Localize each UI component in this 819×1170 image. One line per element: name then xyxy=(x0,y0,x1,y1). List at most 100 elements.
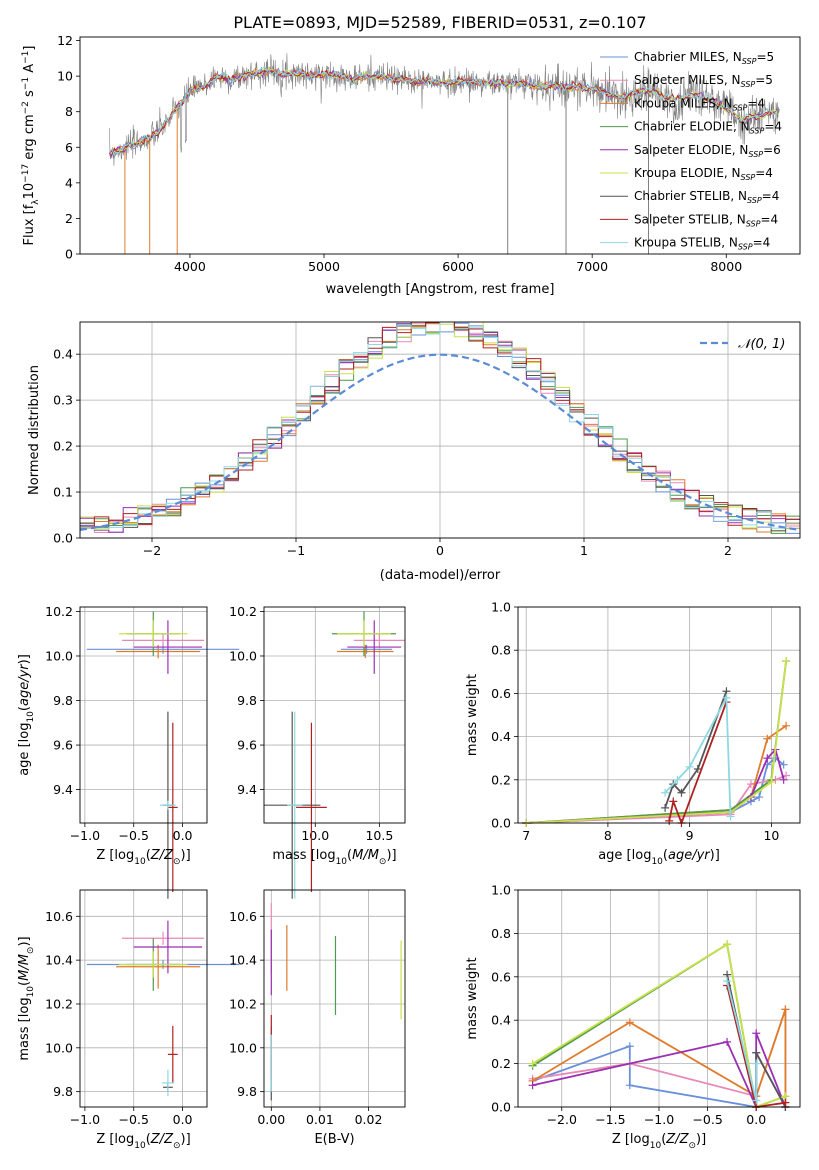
legend-label: Salpeter STELIB, NSSP=4 xyxy=(634,212,778,228)
legend-subscript: SSP xyxy=(733,103,748,112)
legend-subscript: SSP xyxy=(741,80,756,89)
legend-label: Salpeter ELODIE, NSSP=6 xyxy=(634,143,781,159)
axes-frame xyxy=(517,889,801,1108)
mass-weight-marker xyxy=(625,1042,634,1051)
histogram-step-line xyxy=(80,322,800,534)
y-tick-label: 10 xyxy=(57,69,73,84)
legend-nssp: =6 xyxy=(763,143,781,157)
label-part: )] xyxy=(181,1132,191,1147)
y-tick-label: 6 xyxy=(65,140,73,155)
x-tick-label: 0.0 xyxy=(173,828,193,843)
label-part: M/M xyxy=(17,954,32,981)
x-tick-label: 6000 xyxy=(442,259,474,274)
label-part: ( xyxy=(661,1132,666,1147)
y-tick-label: 10.2 xyxy=(45,604,73,619)
legend-label: 𝒩(0, 1) xyxy=(738,337,785,352)
y-tick-label: 0.8 xyxy=(491,926,511,941)
y-axis-label: mass weight xyxy=(465,957,480,1039)
x-tick-label: 1 xyxy=(580,543,588,558)
label-part: )] xyxy=(17,936,32,946)
y-tick-label: 0.0 xyxy=(491,816,511,831)
legend-model-name: Chabrier MILES, N xyxy=(634,50,742,64)
label-part: erg cm xyxy=(22,114,37,163)
label-part: ( xyxy=(347,848,352,863)
label-part: −1 xyxy=(21,51,31,64)
label-part: ⊙ xyxy=(688,1141,696,1151)
label-part: −1 xyxy=(21,77,31,90)
legend-subscript: SSP xyxy=(748,150,763,159)
label-part: mass weight xyxy=(465,674,480,756)
label-part: Z [log xyxy=(612,1132,650,1147)
y-tick-label: 10.4 xyxy=(45,953,73,968)
mass-weight-marker xyxy=(752,1096,761,1105)
y-tick-label: 0.0 xyxy=(53,531,73,546)
y-tick-label: 0.1 xyxy=(53,485,73,500)
normal-curve xyxy=(79,353,801,531)
mass-weight-line xyxy=(668,701,728,826)
legend-model-name: Kroupa MILES, N xyxy=(634,96,733,110)
x-tick-label: 0.00 xyxy=(257,1112,285,1127)
panel-age-vs-mass: 10.0 10.5 9.4 9.6 9.8 10.0 10.2 mass [log10(M/M… xyxy=(229,604,406,899)
mass-weight-line xyxy=(526,660,787,824)
label-part: 10 xyxy=(26,711,36,723)
y-tick-label: 10.2 xyxy=(229,604,257,619)
mass-weight-marker xyxy=(781,1098,790,1107)
label-part: λ xyxy=(31,199,41,205)
label-part: age [log xyxy=(598,848,651,863)
axes-frame xyxy=(517,606,801,824)
x-tick-label: 0 xyxy=(436,543,444,558)
mass-weight-marker xyxy=(752,1059,761,1068)
label-part: ] xyxy=(22,46,37,51)
x-tick-label: 8 xyxy=(604,828,612,843)
x-tick-label: −2.0 xyxy=(547,1112,577,1127)
legend-subscript: SSP xyxy=(738,243,753,252)
y-tick-label: 1.0 xyxy=(491,883,511,898)
mass-weight-line xyxy=(526,757,785,824)
mass-weight-marker xyxy=(677,788,686,797)
panel-age-vs-Z: −1.0 −0.5 0.09.49.69.810.010.2Z [log10(Z/Z… xyxy=(17,604,240,899)
y-tick-label: 0.2 xyxy=(53,439,73,454)
y-tick-label: 0.4 xyxy=(491,729,511,744)
x-axis-label: wavelength [Angstrom, rest frame] xyxy=(326,282,555,297)
label-part: ( xyxy=(17,981,32,986)
legend-nssp: =4 xyxy=(747,96,765,110)
y-tick-label: 9.8 xyxy=(53,1084,73,1099)
label-part: 10 xyxy=(134,857,146,867)
label-part: ⊙ xyxy=(173,1141,181,1151)
mass-weight-line xyxy=(526,660,787,824)
figure-title: PLATE=0893, MJD=52589, FIBERID=0531, z=0… xyxy=(233,13,646,32)
legend-nssp: =4 xyxy=(753,236,771,250)
y-axis-label: Normed distribution xyxy=(27,365,42,495)
mass-weight-marker xyxy=(755,793,764,802)
label-part: Z [log xyxy=(96,1132,134,1147)
legend-model-name: Chabrier ELODIE, N xyxy=(634,120,750,134)
y-tick-label: 0.8 xyxy=(491,643,511,658)
x-tick-label: 10.5 xyxy=(365,828,393,843)
label-part: −17 xyxy=(21,164,31,183)
mass-weight-marker xyxy=(669,797,678,806)
legend-model-name: Chabrier STELIB, N xyxy=(634,189,747,203)
mass-weight-marker xyxy=(781,1005,790,1014)
y-tick-label: 9.4 xyxy=(53,782,73,797)
legend-nssp: =4 xyxy=(760,212,778,226)
axes-frame xyxy=(79,606,208,824)
legend-subscript: SSP xyxy=(747,196,762,205)
legend-model-name: Kroupa STELIB, N xyxy=(634,236,738,250)
y-tick-label: 10.4 xyxy=(229,953,257,968)
label-part: Flux [f xyxy=(22,204,37,245)
panel-mass-vs-ebv: 0.00 0.01 0.02 9.8 10.0 10.2 10.4 10.6 E(B-V) xyxy=(229,889,406,1147)
x-axis-label: (data-model)/error xyxy=(380,568,501,583)
label-part: 10 xyxy=(651,857,663,867)
model-fit-line xyxy=(109,66,778,157)
label-part: ( xyxy=(146,848,151,863)
label-part: E(B-V) xyxy=(314,1132,354,1147)
panel-massweight-vs-Z: −2.0 −1.5 −1.0 −0.5 0.0 0.0 0.2 0.4 0.6 0.8 1.0 Z [… xyxy=(465,883,801,1151)
x-tick-label: −1.0 xyxy=(644,1112,674,1127)
label-part: 10 xyxy=(336,857,348,867)
label-part: age/yr xyxy=(17,663,32,706)
legend-label: Salpeter MILES, NSSP=5 xyxy=(634,73,773,89)
x-tick-label: 0.0 xyxy=(746,1112,766,1127)
mass-weight-line xyxy=(526,747,785,824)
y-tick-label: 10.6 xyxy=(229,909,257,924)
